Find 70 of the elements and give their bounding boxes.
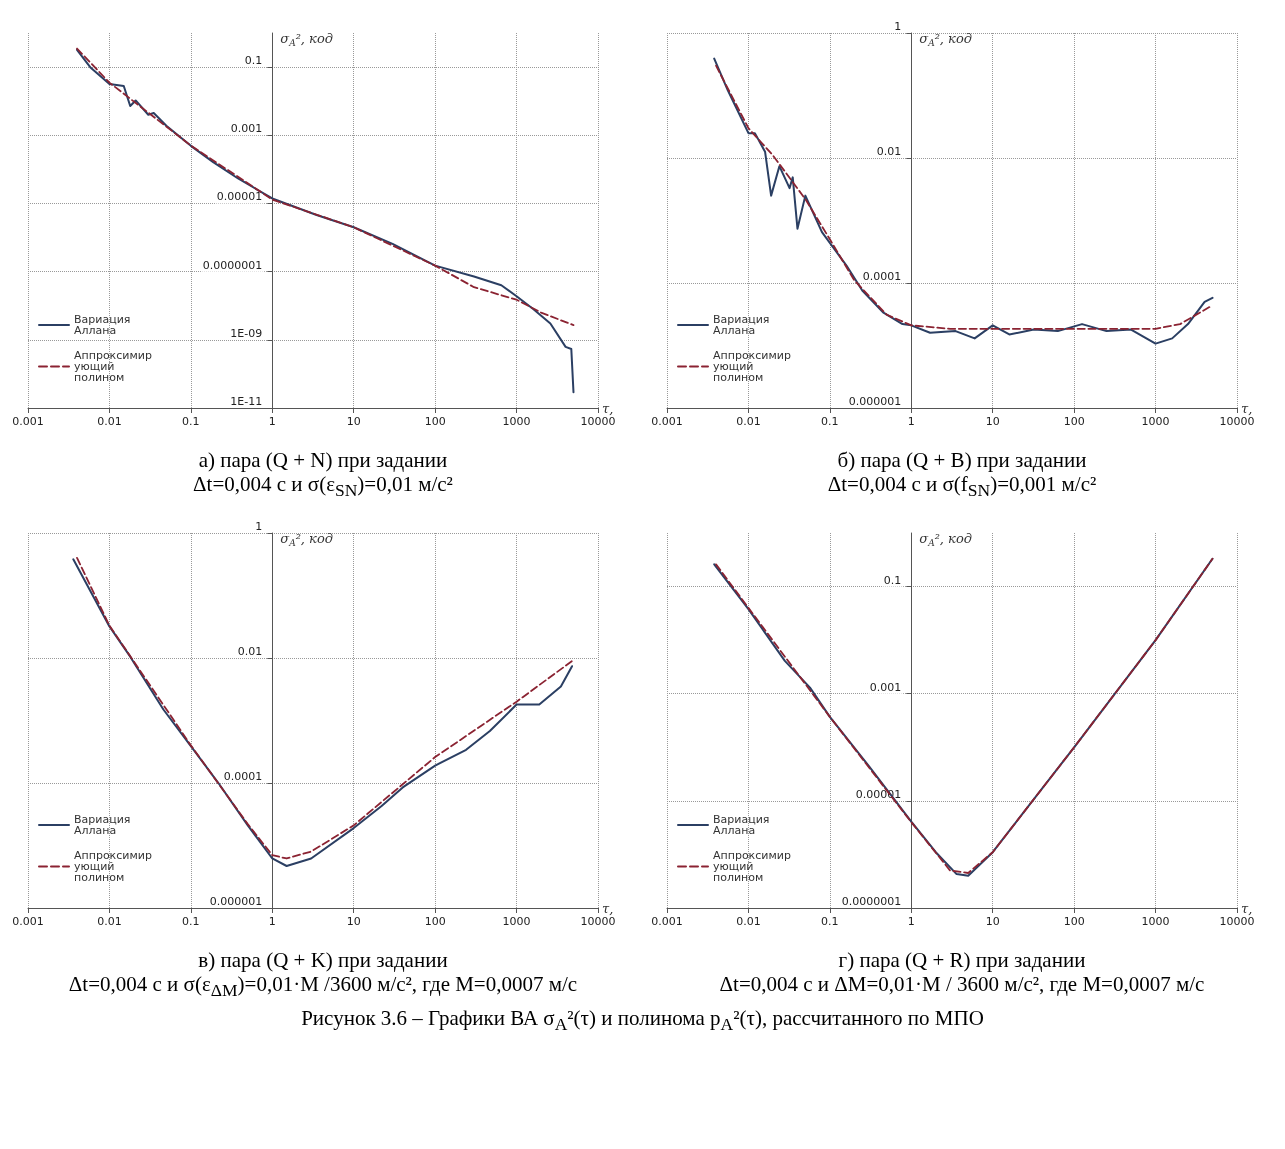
legend-label: Вариация Аллана (713, 813, 773, 838)
y-tick-label: 1 (255, 520, 263, 534)
x-axis-title: τ, (602, 400, 614, 416)
x-tick-label: 10 (346, 915, 361, 929)
y-tick-label: 1 (894, 20, 902, 33)
legend-label: Вариация Аллана (74, 813, 134, 838)
x-tick-label: 0.1 (821, 915, 839, 929)
legend-label: Аппроксимирующий полином (74, 349, 152, 384)
x-tick-label: 10 (346, 415, 361, 428)
x-tick-label: 0.01 (97, 415, 122, 428)
y-tick-label: 0.001 (869, 680, 902, 694)
y-tick-label: 1E-11 (230, 395, 263, 408)
y-tick-label: 1E-09 (230, 326, 263, 340)
x-tick-label: 100 (424, 915, 446, 929)
y-tick-label: 0.000001 (848, 395, 902, 408)
x-tick-label: 1 (268, 915, 276, 929)
legend-label: Вариация Аллана (713, 313, 773, 337)
x-tick-label: 0.01 (736, 915, 761, 929)
legend-label: Аппроксимирующий полином (713, 349, 791, 384)
text: Δt=0,004 с и σ(ε$_{SN}$)=0,01 м/с² (192, 472, 454, 503)
x-tick-label: 0.1 (821, 415, 839, 428)
x-tick-label: 0.01 (97, 915, 122, 929)
text: б) пара (Q + B) при задании (836, 448, 1088, 472)
y-tick-label: 0.000001 (209, 895, 263, 909)
y-tick-label: 0.01 (876, 145, 902, 158)
y-tick-label: 0.01 (237, 645, 263, 659)
legend-label: Вариация Аллана (74, 313, 134, 337)
x-tick-label: 1000 (1141, 415, 1170, 428)
x-tick-label: 1 (907, 915, 915, 929)
y-tick-label: 0.0001 (223, 770, 263, 784)
x-tick-label: 100 (424, 415, 446, 428)
y-tick-label: 0.00001 (216, 190, 263, 204)
x-tick-label: 10000 (1219, 915, 1255, 929)
y-tick-label: 0.1 (244, 54, 263, 68)
x-tick-label: 10000 (1219, 415, 1255, 428)
text: Рисунок 3.6 – Графики ВА σ$_{A}$²(τ) и полинома p$_{A}$²(τ), рассчитанного по МПО (300, 1006, 985, 1036)
text: в) пара (Q + K) при задании (197, 948, 449, 973)
y-tick-label: 0.0000001 (841, 895, 902, 909)
y-tick-label: 0.0000001 (202, 258, 263, 272)
x-tick-label: 0.001 (12, 915, 44, 929)
x-tick-label: 1000 (502, 915, 531, 929)
x-tick-label: 100 (1063, 915, 1085, 929)
x-tick-label: 1 (268, 415, 276, 428)
x-tick-label: 10000 (580, 915, 616, 929)
x-tick-label: 10 (985, 915, 1000, 929)
x-tick-label: 0.1 (182, 915, 200, 929)
text: а) пара (Q + N) при задании (197, 448, 449, 472)
x-axis-title: τ, (1241, 400, 1253, 416)
x-tick-label: 0.01 (736, 415, 761, 428)
text: Δt=0,004 с и σ(ε$_{ΔM}$)=0,01·M /3600 м/с², где M=0,0007 м/с (67, 972, 579, 1003)
text: г) пара (Q + R) при задании (837, 948, 1087, 973)
y-tick-label: 0.1 (883, 573, 902, 587)
y-tick-label: 0.001 (230, 122, 263, 136)
x-tick-label: 0.001 (12, 415, 44, 428)
x-tick-label: 10000 (580, 415, 616, 428)
legend-label: Аппроксимирующий полином (713, 849, 791, 885)
y-tick-label: 0.0001 (862, 270, 902, 283)
text: Δt=0,004 с и ΔM=0,01·M / 3600 м/с², где M=0,0007 м/с (718, 972, 1206, 997)
x-axis-title: τ, (1241, 900, 1253, 916)
x-tick-label: 0.001 (651, 415, 683, 428)
x-tick-label: 1000 (1141, 915, 1170, 929)
legend-label: Аппроксимирующий полином (74, 849, 152, 885)
text: Δt=0,004 с и σ(f$_{SN}$)=0,001 м/с² (826, 472, 1098, 503)
x-tick-label: 1 (907, 415, 915, 428)
x-axis-title: τ, (602, 900, 614, 916)
x-tick-label: 0.001 (651, 915, 683, 929)
x-tick-label: 10 (985, 415, 1000, 428)
x-tick-label: 100 (1063, 415, 1085, 428)
x-tick-label: 0.1 (182, 415, 200, 428)
x-tick-label: 1000 (502, 415, 531, 428)
